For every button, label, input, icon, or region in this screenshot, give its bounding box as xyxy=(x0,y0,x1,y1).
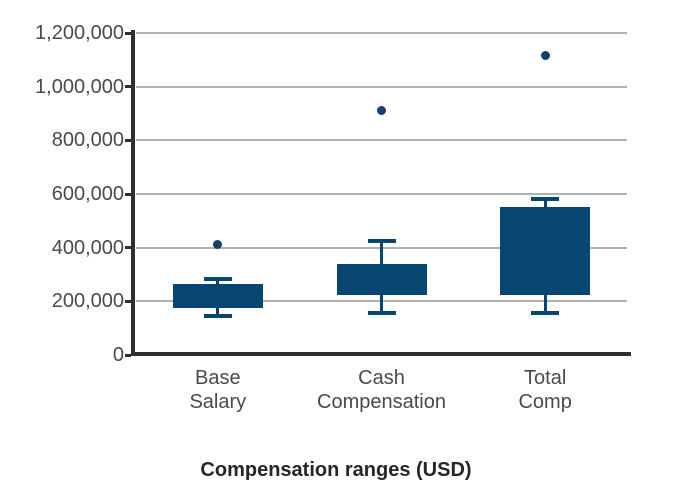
y-tick-label: 1,200,000 xyxy=(35,22,124,44)
outlier-dot xyxy=(377,106,386,116)
box xyxy=(172,283,263,309)
y-tick-label: 800,000 xyxy=(51,129,124,152)
y-tick-label: 200,000 xyxy=(51,290,124,313)
y-tick-label: 0 xyxy=(112,344,124,366)
gridline xyxy=(136,85,627,88)
whisker-cap-bottom xyxy=(367,311,396,316)
x-tick-label: Base Salary xyxy=(136,366,300,414)
y-tick-label: 600,000 xyxy=(51,183,124,205)
x-tick-label: Cash Compensation xyxy=(300,366,464,414)
outlier-dot xyxy=(213,240,223,250)
y-axis-tick xyxy=(125,192,131,196)
y-tick-label: 1,000,000 xyxy=(35,75,124,98)
y-axis-tick xyxy=(125,85,131,89)
x-tick-label-line: Total xyxy=(524,367,567,389)
box xyxy=(336,263,427,295)
whisker-cap-top xyxy=(367,238,396,243)
x-tick-label-line: Cash xyxy=(358,367,405,389)
y-axis-tick xyxy=(125,299,131,303)
whisker-cap-top xyxy=(531,197,560,202)
box xyxy=(500,207,591,295)
y-axis-tick xyxy=(125,246,131,250)
x-tick-label-line: Salary xyxy=(189,391,247,413)
chart-title: Compensation ranges (USD) xyxy=(200,459,472,481)
y-axis-tick xyxy=(125,353,131,357)
x-tick-label-line: Base xyxy=(195,367,241,389)
gridline xyxy=(136,32,627,34)
whisker-cap-top xyxy=(203,276,232,281)
x-axis-line xyxy=(131,352,631,356)
x-tick-label-line: Compensation xyxy=(317,391,446,413)
outlier-dot xyxy=(540,51,550,61)
y-tick-label: 400,000 xyxy=(51,236,124,259)
y-axis-tick xyxy=(125,138,131,142)
whisker-cap-bottom xyxy=(203,314,232,319)
y-axis-line xyxy=(131,30,135,356)
gridline xyxy=(136,139,627,142)
gridline xyxy=(136,193,627,195)
x-tick-label: Total Comp xyxy=(463,366,627,414)
x-tick-label-line: Comp xyxy=(518,391,572,413)
y-axis-tick xyxy=(125,31,131,35)
whisker-cap-bottom xyxy=(531,311,560,316)
